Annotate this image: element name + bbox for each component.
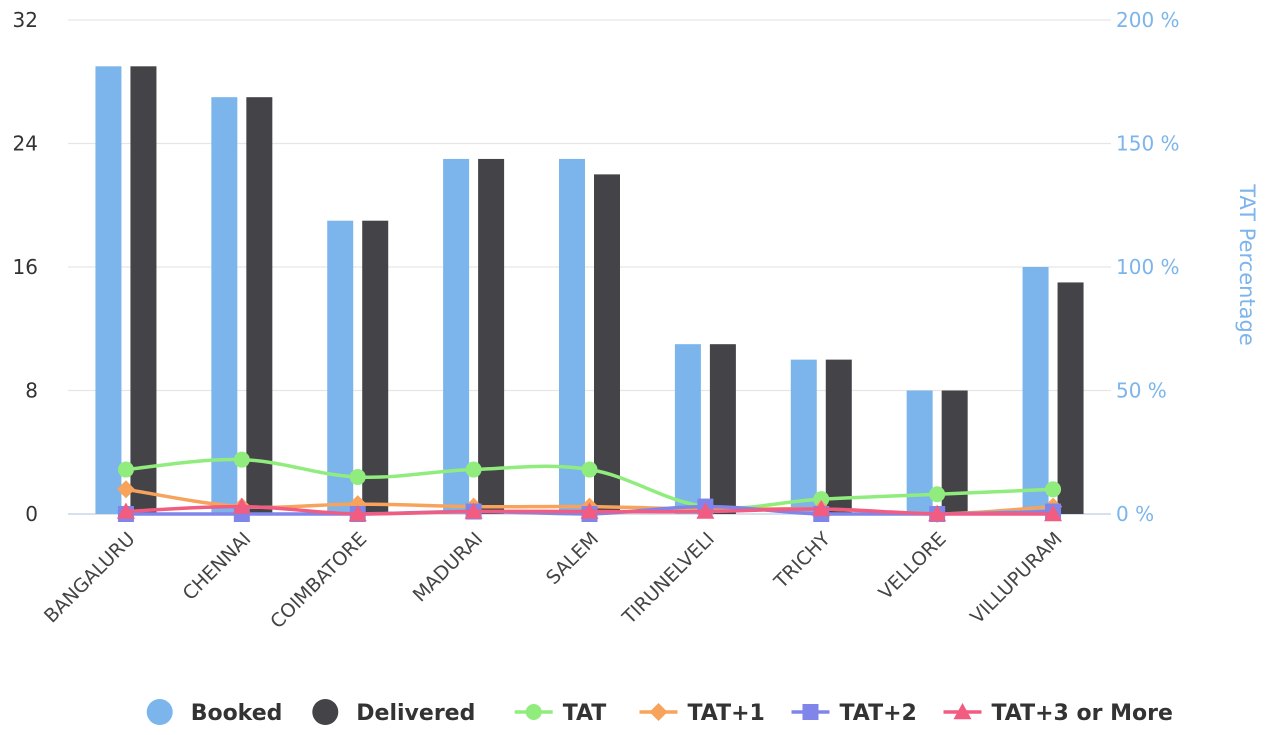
right-tick-label: 100 % <box>1116 255 1180 279</box>
bar-delivered-chennai[interactable] <box>246 97 273 514</box>
legend-marker[interactable] <box>802 704 819 720</box>
legend-item-booked[interactable]: Booked <box>146 699 283 726</box>
left-tick-label: 8 <box>25 379 38 403</box>
bar-booked-chennai[interactable] <box>211 97 238 514</box>
legend-item-tat[interactable]: TAT <box>514 701 607 726</box>
bar-delivered-bangaluru[interactable] <box>130 66 157 514</box>
legend[interactable]: Booked Delivered TAT TAT+1 TAT+2 TAT+3 or Mor… <box>146 699 1173 726</box>
bar-delivered-madurai[interactable] <box>478 158 505 514</box>
point-tat-3-or-more-villupuram[interactable] <box>1044 505 1063 522</box>
legend-symbol <box>312 699 339 725</box>
legend-label: TAT+2 <box>840 701 917 726</box>
category-label-trichy: TRICHY <box>769 528 835 594</box>
category-label-coimbatore: COIMBATORE <box>266 528 371 633</box>
point-tat-1-bangaluru[interactable] <box>116 480 135 499</box>
point-tat-3-or-more-coimbatore[interactable] <box>348 505 367 522</box>
point-tat-coimbatore[interactable] <box>349 468 366 485</box>
right-axis-title: TAT Percentage <box>1235 183 1259 346</box>
bars-layer <box>95 66 1084 514</box>
right-tick-label: 200 % <box>1116 8 1180 32</box>
right-axis-ticks: 0 % 50 % 100 % 150 % 200 % <box>1116 8 1180 526</box>
point-tat-vellore[interactable] <box>929 486 946 503</box>
point-tat-madurai[interactable] <box>465 461 482 478</box>
point-tat-3-or-more-madurai[interactable] <box>464 502 483 519</box>
left-axis-ticks: 0 8 16 24 32 <box>13 8 38 526</box>
left-tick-label: 24 <box>13 132 38 156</box>
point-tat-trichy[interactable] <box>813 491 830 508</box>
category-label-chennai: CHENNAI <box>179 528 256 605</box>
legend-item-tat-3-or-more[interactable]: TAT+3 or More <box>943 701 1173 726</box>
category-labels: BANGALURU CHENNAI COIMBATORE MADURAI SALEM TI… <box>40 528 1067 633</box>
category-label-villupuram: VILLUPURAM <box>966 528 1066 628</box>
bar-delivered-salem[interactable] <box>594 174 620 514</box>
point-tat-bangaluru[interactable] <box>117 461 134 478</box>
right-tick-label: 0 % <box>1116 502 1154 526</box>
bar-delivered-trichy[interactable] <box>825 359 852 514</box>
point-tat-3-or-more-bangaluru[interactable] <box>116 502 135 519</box>
bar-delivered-villupuram[interactable] <box>1057 282 1084 514</box>
legend-marker[interactable] <box>525 704 542 720</box>
category-label-vellore: VELLORE <box>875 528 951 604</box>
legend-marker[interactable] <box>953 703 972 720</box>
category-label-bangaluru: BANGALURU <box>40 528 139 627</box>
category-label-madurai: MADURAI <box>409 528 487 606</box>
point-tat-3-or-more-chennai[interactable] <box>232 497 251 514</box>
legend-label: TAT <box>563 701 607 726</box>
lines-layer <box>116 451 1063 523</box>
bar-delivered-tirunelveli[interactable] <box>709 344 736 514</box>
legend-item-tat-1[interactable]: TAT+1 <box>639 701 765 726</box>
right-tick-label: 50 % <box>1116 379 1167 403</box>
point-tat-salem[interactable] <box>581 461 598 478</box>
left-tick-label: 16 <box>13 255 38 279</box>
legend-symbol <box>146 699 173 725</box>
series-tat <box>117 451 1062 515</box>
left-tick-label: 32 <box>13 8 38 32</box>
category-label-salem: SALEM <box>542 528 603 589</box>
category-label-tirunelveli: TIRUNELVELI <box>618 528 719 629</box>
legend-label: Booked <box>191 701 283 726</box>
legend-marker[interactable] <box>649 703 668 721</box>
point-tat-villupuram[interactable] <box>1045 481 1062 498</box>
legend-label: TAT+1 <box>688 701 765 726</box>
point-tat-3-or-more-trichy[interactable] <box>812 500 831 517</box>
bar-booked-tirunelveli[interactable] <box>674 344 701 514</box>
right-tick-label: 150 % <box>1116 132 1180 156</box>
bar-booked-bangaluru[interactable] <box>95 66 122 514</box>
bar-booked-trichy[interactable] <box>790 359 817 514</box>
legend-item-delivered[interactable]: Delivered <box>312 699 475 726</box>
legend-label: TAT+3 or More <box>992 701 1173 726</box>
bar-booked-madurai[interactable] <box>443 158 470 514</box>
left-tick-label: 0 <box>25 502 38 526</box>
bar-booked-villupuram[interactable] <box>1022 267 1049 514</box>
legend-item-tat-2[interactable]: TAT+2 <box>791 701 917 726</box>
point-tat-3-or-more-salem[interactable] <box>580 502 599 519</box>
legend-label: Delivered <box>356 701 475 726</box>
bar-booked-salem[interactable] <box>559 158 585 514</box>
bar-delivered-coimbatore[interactable] <box>362 220 389 514</box>
point-tat-3-or-more-tirunelveli[interactable] <box>696 502 715 519</box>
series-tat-3-or-more <box>116 497 1063 522</box>
bar-booked-coimbatore[interactable] <box>327 220 354 514</box>
point-tat-chennai[interactable] <box>233 451 250 468</box>
point-tat-3-or-more-vellore[interactable] <box>928 505 947 522</box>
